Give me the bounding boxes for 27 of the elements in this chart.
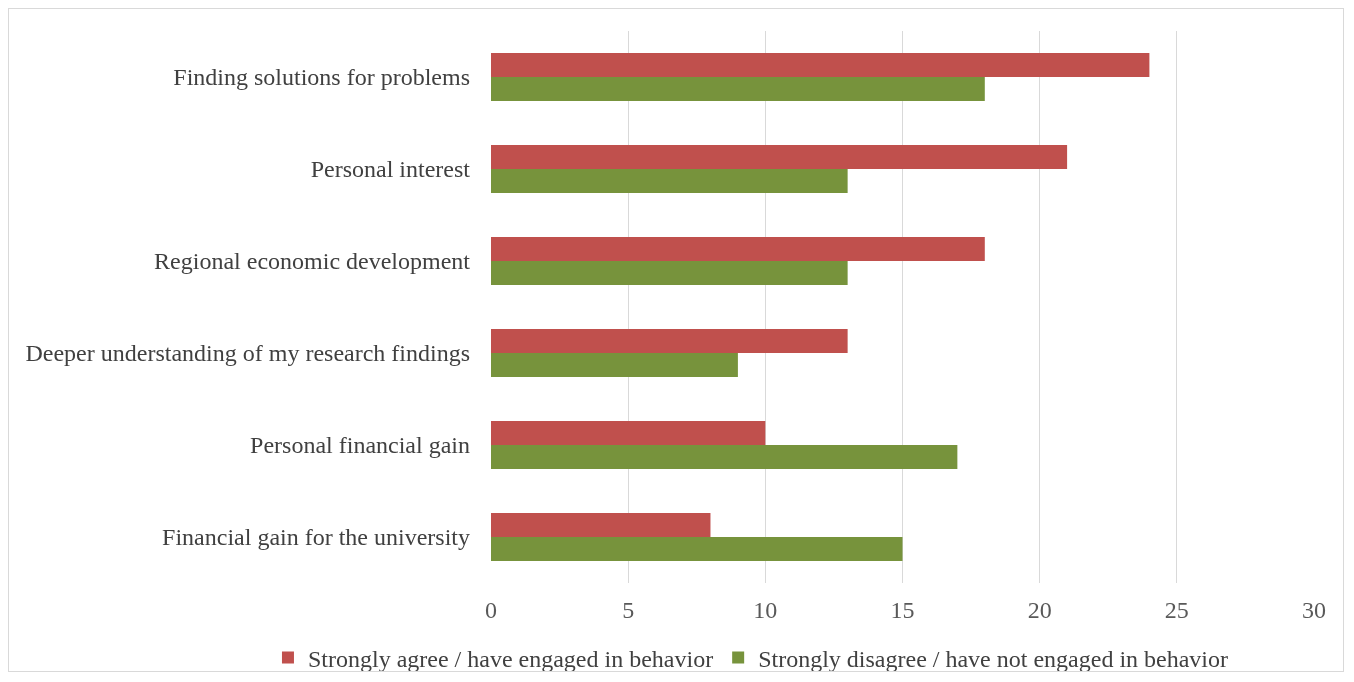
x-tick-label: 20 xyxy=(1027,597,1052,623)
bar xyxy=(491,537,903,561)
x-tick-label: 10 xyxy=(753,597,778,623)
x-tick-label: 15 xyxy=(890,597,915,623)
bar xyxy=(491,329,848,353)
bar xyxy=(491,353,738,377)
bar xyxy=(491,421,766,445)
bar xyxy=(491,445,958,469)
bar xyxy=(491,237,985,261)
bar xyxy=(491,53,1150,77)
x-tick-label: 30 xyxy=(1302,597,1326,623)
y-tick-label: Financial gain for the university xyxy=(162,524,470,551)
y-tick-label: Finding solutions for problems xyxy=(173,64,470,91)
bar xyxy=(491,513,711,537)
x-tick-label: 25 xyxy=(1164,597,1189,623)
bar xyxy=(491,145,1068,169)
x-tick-label: 0 xyxy=(485,597,497,623)
bar xyxy=(491,169,848,193)
y-tick-label: Personal interest xyxy=(310,156,471,183)
legend-label: Strongly agree / have engaged in behavior xyxy=(307,645,714,672)
y-tick-label: Deeper understanding of my research findings xyxy=(25,340,470,367)
legend-label: Strongly disagree / have not engaged in behavior xyxy=(758,645,1229,672)
bar xyxy=(491,77,985,101)
bar xyxy=(491,261,848,285)
y-tick-label: Personal financial gain xyxy=(250,432,470,459)
x-tick-label: 5 xyxy=(622,597,635,623)
y-tick-label: Regional economic development xyxy=(154,248,471,275)
